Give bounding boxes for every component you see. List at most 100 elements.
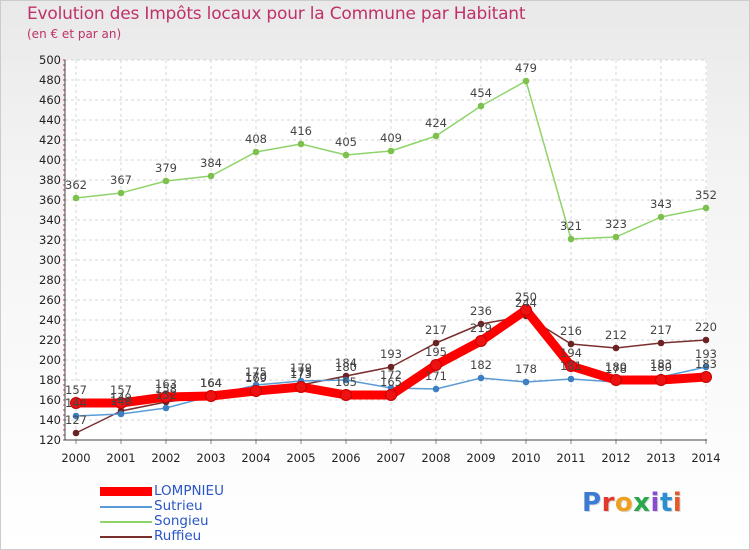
x-tick-label: 2004 (241, 451, 270, 465)
y-tick-label: 460 (39, 93, 61, 107)
y-tick-label: 500 (39, 53, 61, 67)
data-point-lompnieu (250, 385, 262, 397)
brand-letter: i (672, 488, 683, 518)
legend-label: Sutrieu (154, 498, 203, 514)
data-label-sutrieu: 175 (245, 365, 267, 379)
y-tick-label: 420 (39, 133, 61, 147)
data-label-lompnieu: 183 (695, 357, 717, 371)
y-tick-label: 160 (39, 393, 61, 407)
data-point-sutrieu (702, 363, 710, 371)
y-tick-label: 480 (39, 73, 61, 87)
data-label-ruffieu: 217 (650, 323, 672, 337)
data-label-songieu: 405 (335, 135, 357, 149)
x-tick-label: 2009 (466, 451, 495, 465)
data-point-sutrieu (522, 378, 530, 386)
data-point-songieu (162, 177, 170, 185)
data-point-songieu (72, 194, 80, 202)
data-label-sutrieu: 182 (470, 358, 492, 372)
x-tick-label: 2014 (691, 451, 720, 465)
y-tick-label: 260 (39, 293, 61, 307)
data-point-sutrieu (117, 410, 125, 418)
data-point-lompnieu (565, 360, 577, 372)
data-label-lompnieu: 163 (155, 377, 177, 391)
data-point-songieu (567, 235, 575, 243)
data-label-ruffieu: 193 (380, 347, 402, 361)
data-label-songieu: 408 (245, 132, 267, 146)
data-label-sutrieu: 193 (695, 347, 717, 361)
data-label-songieu: 379 (155, 161, 177, 175)
data-label-ruffieu: 170 (245, 370, 267, 384)
brand-letter: x (633, 488, 651, 518)
chart-title: Evolution des Impôts locaux pour la Comm… (27, 4, 526, 24)
data-label-lompnieu: 165 (335, 375, 357, 389)
data-point-songieu (702, 204, 710, 212)
y-tick-label: 180 (39, 373, 61, 387)
data-label-lompnieu: 180 (605, 360, 627, 374)
data-point-songieu (522, 77, 530, 85)
data-point-lompnieu (205, 390, 217, 402)
y-tick-label: 140 (39, 413, 61, 427)
data-point-lompnieu (160, 391, 172, 403)
y-tick-label: 240 (39, 313, 61, 327)
data-label-sutrieu: 152 (155, 388, 177, 402)
data-point-ruffieu (657, 339, 665, 347)
data-point-songieu (612, 233, 620, 241)
data-point-songieu (117, 189, 125, 197)
data-label-lompnieu: 219 (470, 321, 492, 335)
data-label-sutrieu: 181 (560, 359, 582, 373)
data-label-songieu: 362 (65, 178, 87, 192)
data-label-lompnieu: 165 (380, 375, 402, 389)
legend-label: Songieu (154, 513, 209, 529)
data-point-songieu (252, 148, 260, 156)
data-point-ruffieu (702, 336, 710, 344)
data-label-lompnieu: 157 (65, 383, 87, 397)
data-label-ruffieu: 236 (470, 304, 492, 318)
data-point-ruffieu (612, 344, 620, 352)
y-tick-label: 340 (39, 213, 61, 227)
x-tick-label: 2003 (196, 451, 225, 465)
data-point-lompnieu (610, 374, 622, 386)
data-label-ruffieu: 164 (200, 376, 222, 390)
data-point-lompnieu (700, 371, 712, 383)
data-label-songieu: 323 (605, 217, 627, 231)
legend-item-sutrieu: Sutrieu (100, 498, 300, 515)
proxiti-logo: Proxiti (582, 488, 682, 518)
data-point-sutrieu (432, 385, 440, 393)
data-label-lompnieu: 250 (515, 290, 537, 304)
data-point-ruffieu (432, 339, 440, 347)
data-point-sutrieu (342, 376, 350, 384)
x-tick-label: 2001 (106, 451, 135, 465)
legend-item-lompnieu: LOMPNIEU (100, 483, 300, 500)
data-label-songieu: 384 (200, 156, 222, 170)
legend-label: LOMPNIEU (154, 483, 224, 499)
data-label-sutrieu: 171 (425, 369, 447, 383)
data-label-sutrieu: 183 (650, 357, 672, 371)
y-tick-label: 380 (39, 173, 61, 187)
brand-letter: o (614, 488, 634, 518)
data-point-songieu (297, 140, 305, 148)
y-tick-label: 220 (39, 333, 61, 347)
data-label-songieu: 409 (380, 131, 402, 145)
legend-label: Ruffieu (154, 528, 202, 544)
data-label-lompnieu: 157 (110, 383, 132, 397)
data-label-ruffieu: 217 (425, 323, 447, 337)
data-point-lompnieu (430, 359, 442, 371)
data-label-sutrieu: 180 (335, 360, 357, 374)
data-point-sutrieu (477, 374, 485, 382)
data-point-lompnieu (295, 381, 307, 393)
data-label-songieu: 479 (515, 61, 537, 75)
legend-swatch (100, 487, 152, 496)
data-label-ruffieu: 212 (605, 328, 627, 342)
y-tick-label: 200 (39, 353, 61, 367)
y-tick-label: 280 (39, 273, 61, 287)
x-tick-label: 2010 (511, 451, 540, 465)
data-label-sutrieu: 164 (200, 376, 222, 390)
data-label-lompnieu: 169 (245, 371, 267, 385)
data-label-lompnieu: 180 (650, 360, 672, 374)
x-tick-label: 2006 (331, 451, 360, 465)
data-label-sutrieu: 146 (110, 394, 132, 408)
data-label-lompnieu: 195 (425, 345, 447, 359)
x-tick-label: 2007 (376, 451, 405, 465)
data-point-lompnieu (655, 374, 667, 386)
